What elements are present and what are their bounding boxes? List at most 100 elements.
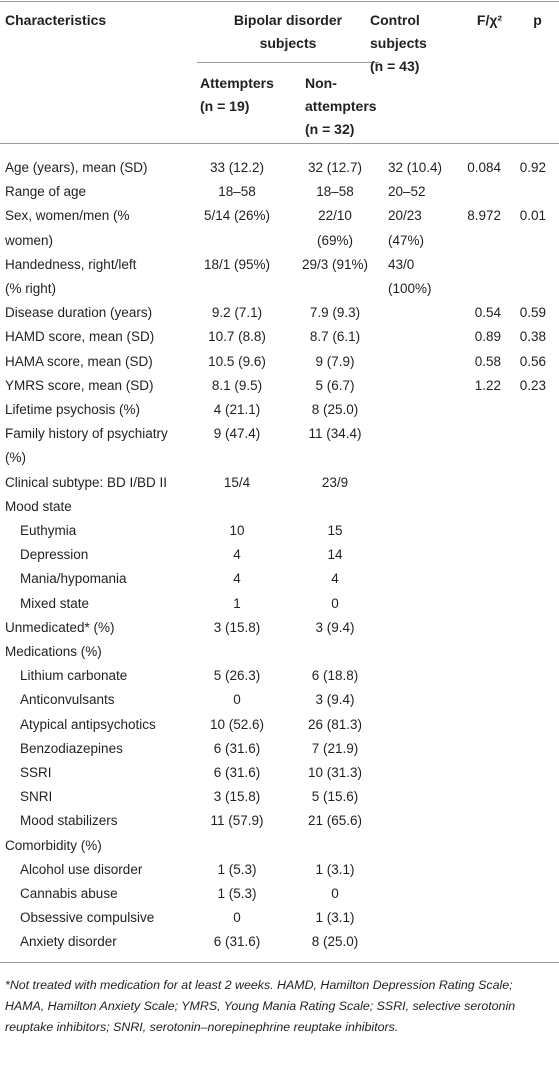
- control-cell: 20–52: [388, 184, 426, 200]
- row-label: Age (years), mean (SD): [5, 160, 148, 175]
- header-cell: attempters: [305, 98, 377, 114]
- p-cell: 0.92: [519, 160, 546, 175]
- header-cell: Attempters: [200, 75, 274, 91]
- header-cell: subjects: [370, 35, 427, 51]
- row-label: Cannabis abuse: [20, 886, 118, 901]
- non-attempters-cell: 10 (31.3): [307, 765, 363, 780]
- non-attempters-cell: 0: [331, 595, 339, 611]
- non-attempters-cell: 18–58: [316, 184, 354, 200]
- attempters-cell: 10 (52.6): [209, 716, 265, 732]
- row-label: Mania/hypomania: [20, 571, 127, 587]
- row-label: Unmedicated* (%): [5, 619, 115, 635]
- non-attempters-cell: 3 (9.4): [315, 619, 355, 635]
- header-cell: Characteristics: [5, 12, 107, 28]
- non-attempters-cell: 7 (21.9): [311, 740, 359, 756]
- header-cell: Bipolar disorder: [233, 12, 343, 28]
- statistic-cell: 0.58: [474, 353, 501, 369]
- row-label: Handedness, right/left: [5, 256, 137, 272]
- row-label: Lithium carbonate: [20, 668, 128, 684]
- header-cell: subjects: [259, 35, 317, 51]
- p-cell: 0.23: [519, 377, 546, 393]
- attempters-cell: 15/4: [223, 474, 251, 490]
- header-cell: Control: [370, 12, 420, 28]
- row-label: YMRS score, mean (SD): [5, 377, 154, 393]
- row-label: Depression: [20, 547, 89, 563]
- group-heading: Medications (%): [5, 644, 102, 659]
- attempters-cell: 10: [229, 523, 245, 538]
- control-cell: 20/23: [388, 208, 422, 224]
- non-attempters-cell: 32 (12.7): [307, 160, 363, 175]
- row-label: Euthymia: [20, 523, 77, 538]
- attempters-cell: 9.2 (7.1): [211, 305, 263, 321]
- attempters-cell: 1 (5.3): [217, 861, 257, 877]
- p-cell: 0.01: [519, 208, 546, 224]
- statistic-cell: 0.084: [467, 160, 501, 175]
- non-attempters-cell: 5 (15.6): [311, 789, 359, 805]
- row-label: Mixed state: [20, 595, 90, 611]
- attempters-cell: 1: [233, 595, 241, 611]
- row-label: Anticonvulsants: [20, 692, 115, 708]
- header-cell: (n = 32): [305, 121, 355, 137]
- bottom-rule: [0, 962, 559, 963]
- row-label: Alcohol use disorder: [20, 861, 143, 877]
- attempters-cell: 5/14 (26%): [203, 208, 271, 224]
- control-cell: 43/0: [388, 256, 415, 272]
- attempters-cell: 0: [233, 692, 241, 708]
- row-label: Anxiety disorder: [20, 934, 117, 950]
- attempters-cell: 11 (57.9): [210, 813, 264, 829]
- footnote: *Not treated with medication for at leas…: [5, 978, 516, 1034]
- row-label: (%): [5, 450, 26, 466]
- non-attempters-cell: 23/9: [321, 474, 349, 490]
- attempters-cell: 10.7 (8.8): [208, 329, 266, 345]
- row-label: (% right): [5, 281, 57, 296]
- row-label: HAMA score, mean (SD): [5, 353, 153, 369]
- attempters-cell: 18/1 (95%): [203, 256, 271, 272]
- header-cell: F/χ²: [476, 12, 503, 28]
- statistic-cell: 8.972: [467, 208, 501, 224]
- row-label: Disease duration (years): [5, 305, 153, 321]
- p-cell: 0.56: [519, 353, 546, 369]
- top-rule: [0, 1, 559, 2]
- attempters-cell: 6 (31.6): [213, 765, 261, 780]
- control-cell: 32 (10.4): [388, 160, 443, 175]
- statistic-cell: 0.54: [474, 305, 501, 321]
- header-cell: p: [533, 12, 542, 28]
- non-attempters-cell: 11 (34.4): [308, 426, 362, 442]
- p-cell: 0.59: [519, 305, 546, 321]
- attempters-cell: 9 (47.4): [213, 426, 261, 442]
- attempters-cell: 18–58: [218, 184, 256, 200]
- attempters-cell: 3 (15.8): [213, 619, 261, 635]
- non-attempters-cell: 21 (65.6): [307, 813, 363, 829]
- row-label: Atypical antipsychotics: [20, 716, 156, 732]
- non-attempters-cell: (69%): [316, 232, 353, 248]
- row-label: Lifetime psychosis (%): [5, 402, 141, 417]
- non-attempters-cell: 8 (25.0): [311, 402, 359, 417]
- group-heading: Comorbidity (%): [5, 837, 102, 853]
- attempters-cell: 6 (31.6): [213, 740, 261, 756]
- attempters-cell: 4: [233, 547, 241, 563]
- control-cell: (47%): [388, 232, 425, 248]
- attempters-cell: 0: [233, 910, 241, 926]
- attempters-cell: 10.5 (9.6): [208, 353, 266, 369]
- non-attempters-cell: 15: [327, 523, 343, 538]
- non-attempters-cell: 5 (6.7): [315, 377, 355, 393]
- row-label: SNRI: [20, 789, 53, 805]
- header-rule: [0, 143, 559, 144]
- control-cell: (100%): [388, 281, 432, 296]
- row-label: women): [5, 232, 54, 248]
- non-attempters-cell: 9 (7.9): [315, 353, 355, 369]
- row-label: Range of age: [5, 184, 87, 200]
- p-cell: 0.38: [519, 329, 546, 345]
- statistic-cell: 0.89: [474, 329, 501, 345]
- attempters-cell: 3 (15.8): [213, 789, 261, 805]
- non-attempters-cell: 26 (81.3): [307, 716, 363, 732]
- row-label: Sex, women/men (%: [5, 208, 130, 224]
- non-attempters-cell: 22/10: [318, 208, 352, 224]
- attempters-cell: 1 (5.3): [217, 886, 257, 901]
- non-attempters-cell: 8.7 (6.1): [309, 329, 361, 345]
- statistic-cell: 1.22: [474, 377, 501, 393]
- group-rule: [197, 62, 379, 63]
- row-label: Family history of psychiatry: [5, 426, 168, 442]
- non-attempters-cell: 29/3 (91%): [301, 256, 369, 272]
- header-cell: (n = 19): [200, 98, 250, 114]
